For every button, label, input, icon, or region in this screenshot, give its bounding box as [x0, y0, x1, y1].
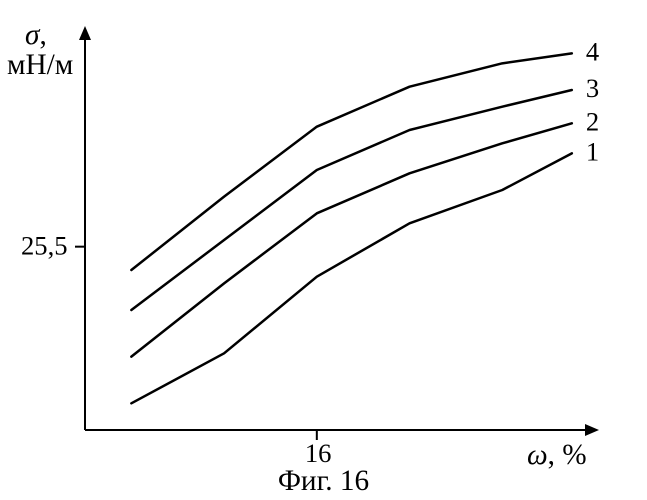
series-label-s4: 4 — [586, 36, 599, 66]
y-axis-arrow — [79, 26, 91, 40]
series-line-s4 — [131, 53, 571, 270]
series-label-s1: 1 — [586, 136, 599, 166]
x-axis-arrow — [585, 424, 599, 436]
line-chart: σ,мН/м 25,5 16 ω, % 123 4 Фиг. 16 — [0, 0, 647, 500]
y-tick-label: 25,5 — [21, 231, 68, 261]
y-axis-label-line1: σ, — [25, 19, 47, 51]
figure-caption: Фиг. 16 — [278, 465, 369, 497]
series-line-s3 — [131, 90, 571, 310]
y-axis-label-line2: мН/м — [7, 49, 73, 81]
x-axis-label: ω, % — [527, 439, 587, 471]
series-label-s2: 2 — [586, 106, 599, 136]
series-label-s3: 3 — [586, 73, 599, 103]
series-line-s1 — [131, 153, 571, 403]
x-tick-label: 16 — [305, 438, 332, 468]
series-line-s2 — [131, 123, 571, 356]
chart-root: σ,мН/м 25,5 16 ω, % 123 4 Фиг. 16 — [0, 0, 647, 500]
